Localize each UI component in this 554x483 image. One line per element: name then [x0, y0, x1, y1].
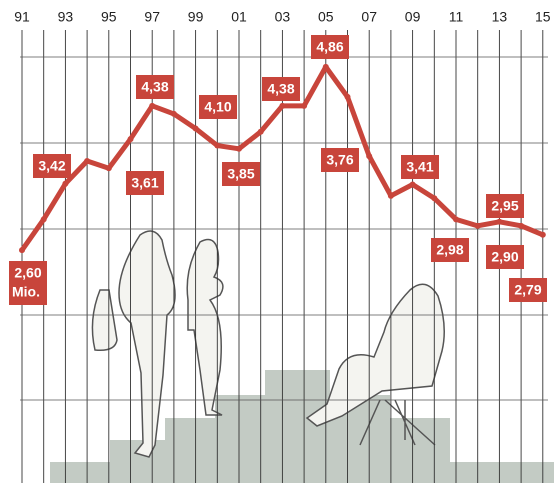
x-tick-label: 01 — [231, 9, 247, 25]
x-tick-label: 11 — [449, 9, 464, 25]
x-tick-label: 95 — [101, 9, 117, 25]
x-tick-label: 09 — [405, 9, 421, 25]
background-figures — [50, 231, 554, 483]
data-point — [19, 247, 25, 253]
value-label: 3,76 — [326, 152, 353, 168]
value-label: 2,90 — [491, 249, 518, 265]
data-point — [475, 223, 481, 229]
data-point — [301, 103, 307, 109]
data-point — [388, 193, 394, 199]
data-point — [258, 129, 264, 135]
value-label: 2,98 — [436, 242, 463, 258]
x-tick-label: 91 — [14, 9, 30, 25]
data-point — [236, 146, 242, 152]
data-point — [279, 103, 285, 109]
x-tick-label: 05 — [318, 9, 334, 25]
value-label: 2,95 — [491, 198, 518, 214]
x-tick-label: 13 — [492, 9, 508, 25]
value-label: 2,79 — [514, 282, 541, 298]
value-label: 3,42 — [38, 158, 65, 174]
data-point — [214, 143, 220, 149]
data-point — [410, 181, 416, 187]
data-point — [345, 94, 351, 100]
data-point — [540, 232, 546, 238]
value-label: 3,41 — [406, 159, 433, 175]
x-tick-label: 97 — [144, 9, 160, 25]
value-label: 4,38 — [141, 79, 168, 95]
value-label: 4,10 — [204, 99, 231, 115]
data-point — [149, 103, 155, 109]
value-label: 3,85 — [227, 166, 254, 182]
x-tick-label: 15 — [535, 9, 551, 25]
value-label: 4,38 — [267, 81, 294, 97]
plot: 2,60 Mio. 3,42 3,61 4,38 4,10 3,85 4,38 4,86 3,76… — [9, 35, 547, 305]
data-point — [41, 216, 47, 222]
x-tick-label: 07 — [361, 9, 377, 25]
data-point — [366, 153, 372, 159]
data-point — [193, 126, 199, 132]
x-tick-label: 93 — [58, 9, 74, 25]
x-tick-label: 03 — [275, 9, 291, 25]
data-point — [171, 111, 177, 117]
unit-label: Mio. — [12, 284, 40, 300]
value-label: 4,86 — [316, 39, 343, 55]
chart: 2,60 Mio. 3,42 3,61 4,38 4,10 3,85 4,38 4,86 3,76… — [0, 0, 554, 483]
data-point — [518, 223, 524, 229]
x-tick-label: 99 — [188, 9, 204, 25]
data-point — [453, 216, 459, 222]
data-point — [128, 136, 134, 142]
data-point — [84, 158, 90, 164]
platform — [50, 370, 554, 483]
data-point — [496, 219, 502, 225]
data-point — [62, 181, 68, 187]
page: {"chart_data":{"type":"line", "categorie… — [0, 0, 554, 483]
value-label: 3,61 — [131, 175, 158, 191]
data-point — [323, 64, 329, 70]
data-point — [431, 195, 437, 201]
value-label: 2,60 — [14, 265, 41, 281]
data-point — [106, 165, 112, 171]
